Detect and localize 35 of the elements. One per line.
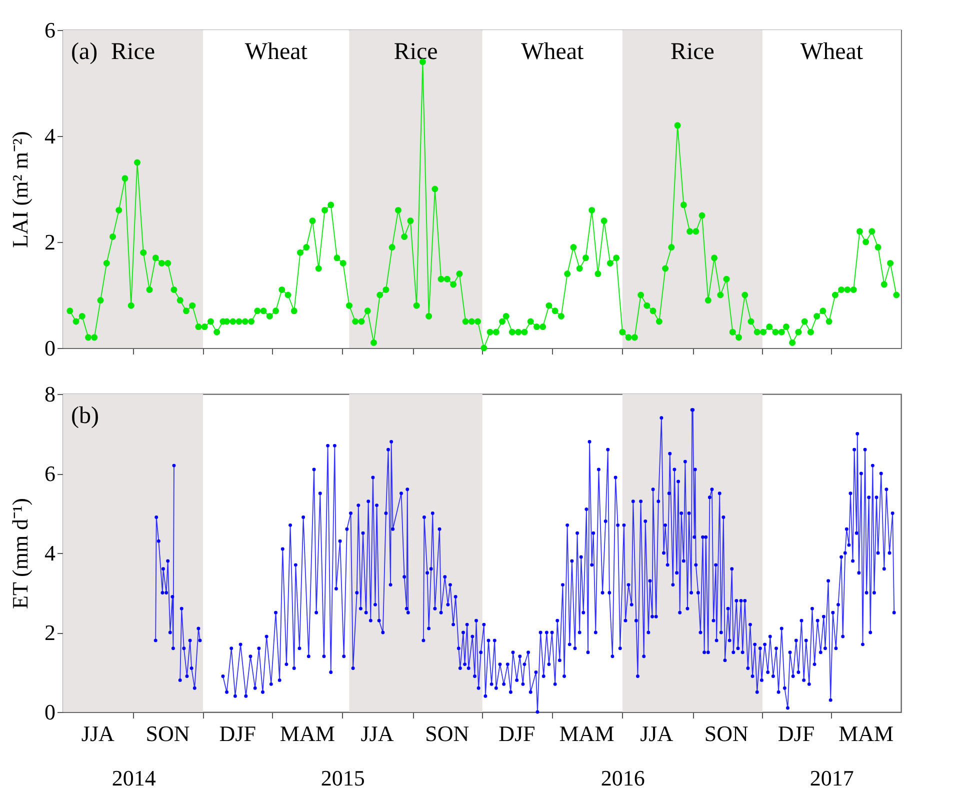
x-tick-label: 2017 (810, 766, 854, 790)
text: JJA (360, 721, 394, 746)
y-tick-label: 2 (44, 620, 56, 645)
text: SON (704, 721, 749, 746)
text: MAM (838, 721, 894, 746)
text: DJF (498, 721, 536, 746)
band-label: Rice (670, 39, 714, 65)
x-tick-label: 2015 (320, 766, 365, 790)
text: JJA (81, 721, 115, 746)
text: JJA (640, 721, 674, 746)
y-tick-label: 2 (44, 230, 56, 254)
annotation: (a) (71, 39, 98, 65)
y-tick-label: 4 (44, 124, 56, 148)
text: SON (425, 721, 470, 746)
band-label: Rice (111, 39, 156, 65)
band-label: Rice (394, 39, 438, 65)
band-label: Wheat (800, 39, 864, 65)
y-tick-label: 6 (44, 18, 56, 42)
y-tick-label: 0 (44, 700, 56, 724)
x-tick-label: 2014 (112, 766, 156, 790)
band-label: Wheat (244, 39, 308, 65)
y-axis-title: ET (mm d⁻¹) (8, 498, 32, 609)
y-tick-label: 8 (44, 382, 56, 406)
text: MAM (559, 721, 614, 746)
text: MAM (280, 721, 335, 746)
y-tick-label: 4 (44, 540, 56, 566)
x-tick-label: 2016 (600, 766, 645, 790)
annotation: (b) (71, 403, 99, 429)
text: DJF (219, 721, 256, 746)
band-label: Wheat (521, 39, 584, 65)
text: SON (146, 721, 190, 746)
y-axis-title: LAI (m² m⁻²) (8, 131, 32, 248)
y-tick-label: 6 (44, 461, 56, 486)
text: DJF (778, 721, 815, 746)
y-tick-label: 0 (44, 336, 56, 360)
